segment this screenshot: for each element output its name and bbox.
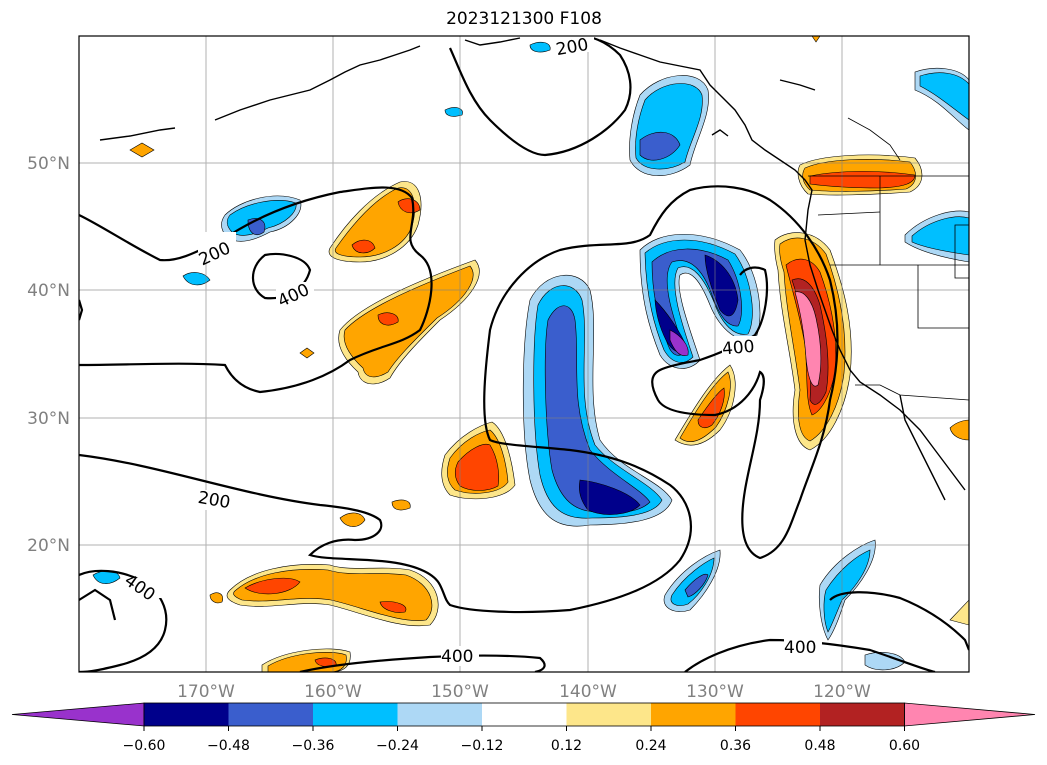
lat-label: 30°N: [27, 409, 70, 429]
political-borders: [808, 117, 969, 401]
colorbar-segment: [820, 703, 905, 726]
colorbar-tick-label: −0.36: [292, 738, 335, 754]
lon-label: 140°W: [559, 682, 617, 702]
lon-label: 120°W: [813, 682, 871, 702]
colorbar-tick-label: −0.60: [123, 738, 166, 754]
colorbar-tick-label: −0.24: [376, 738, 419, 754]
lat-label: 40°N: [27, 281, 70, 301]
coastlines: [99, 37, 966, 501]
colorbar-segment: [482, 703, 567, 726]
colorbar-tick-label: 0.60: [889, 738, 920, 754]
colorbar-tick-label: 0.12: [551, 738, 582, 754]
shaded-fields: [92, 36, 969, 672]
map-frame: [78, 35, 970, 673]
colorbar: −0.60 −0.48 −0.36 −0.24 −0.12 0.12 0.24 0.36 0.4…: [11, 702, 1036, 754]
colorbar-tick-label: −0.48: [207, 738, 250, 754]
colorbar-segment: [397, 703, 483, 726]
lat-label: 50°N: [27, 154, 70, 174]
lon-label: 170°W: [177, 682, 235, 702]
colorbar-frame: [143, 702, 905, 727]
colorbar-extend-left: [11, 702, 145, 727]
colorbar-segment: [651, 703, 736, 726]
colorbar-segment: [735, 703, 821, 726]
contour-labels: 200 200 200 400 400 400 400 400: [121, 36, 822, 667]
colorbar-segment: [313, 703, 398, 726]
colorbar-tick-label: 0.36: [720, 738, 751, 754]
contour-label: 400: [721, 337, 755, 360]
colorbar-segment: [228, 703, 314, 726]
lon-label: 160°W: [304, 682, 362, 702]
map-title: 2023121300 F108: [446, 9, 602, 29]
colorbar-extend-right: [904, 702, 1036, 727]
colorbar-tick-label: 0.24: [635, 738, 666, 754]
contour-label: 400: [441, 647, 473, 667]
colorbar-segment: [144, 703, 229, 726]
colorbar-segment: [566, 703, 652, 726]
axis-labels: 170°W 160°W 150°W 140°W 130°W 120°W 50°N…: [27, 154, 871, 702]
lat-label: 20°N: [27, 536, 70, 556]
contour-label: 400: [784, 638, 816, 658]
lon-label: 130°W: [686, 682, 744, 702]
colorbar-tick-label: 0.48: [804, 738, 835, 754]
lon-label: 150°W: [431, 682, 489, 702]
map-panel: 200 200 200 400 400 400 400 400: [79, 36, 969, 672]
colorbar-tick-label: −0.12: [461, 738, 504, 754]
